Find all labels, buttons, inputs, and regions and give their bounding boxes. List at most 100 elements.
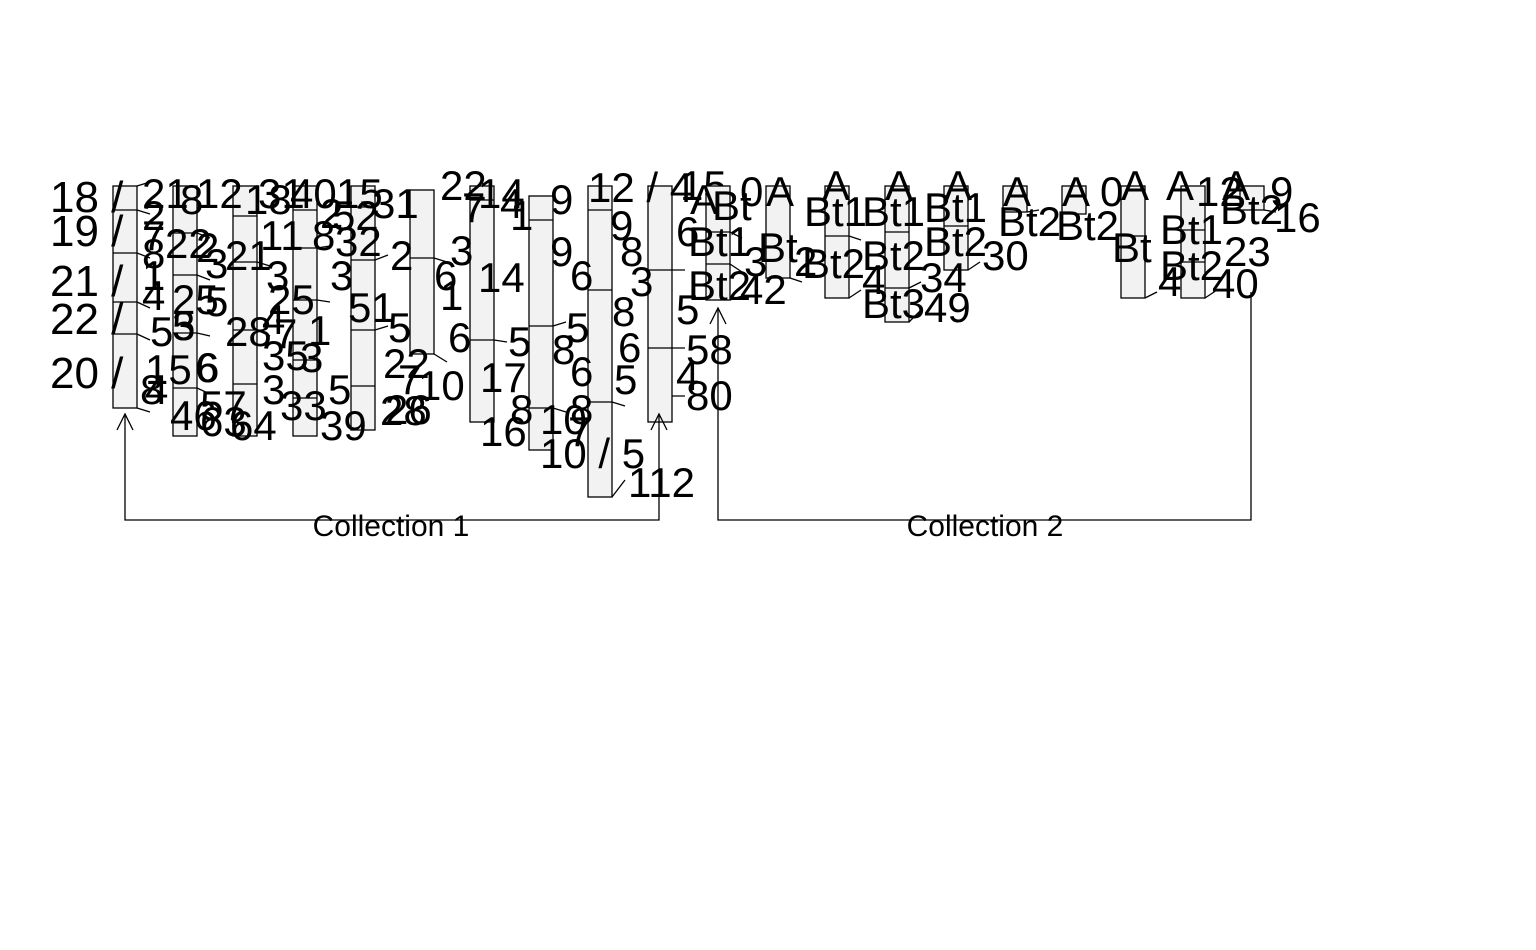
horizon-label: 21 <box>225 232 272 279</box>
profile-column <box>292 185 318 437</box>
horizon-label: 1 <box>440 272 463 319</box>
horizon-label: 39 <box>320 402 367 449</box>
horizon-label: 0 <box>740 168 763 215</box>
depth-label: 19 / <box>50 207 124 256</box>
horizon-label: 80 <box>686 372 733 419</box>
horizon-label: 10 / 5 <box>540 430 645 477</box>
horizon-label: 8 <box>140 366 163 413</box>
horizon-label: 33 <box>280 382 327 429</box>
bracket-line <box>124 414 660 521</box>
horizon-label: Bt1 <box>862 188 925 235</box>
profile-column <box>232 185 258 437</box>
horizon-label: Bt2 <box>998 198 1061 245</box>
horizon-label: 1 <box>142 252 165 299</box>
horizon-label: 7 <box>274 310 297 357</box>
horizon-label: Bt2 <box>924 218 987 265</box>
horizon-label: 15 <box>336 170 383 217</box>
profile-column <box>1002 185 1028 213</box>
horizon-label: 1 <box>510 192 533 239</box>
horizon-label: 63 <box>200 398 247 445</box>
horizon-label: 3 <box>266 252 289 299</box>
collection-2-bracket: Collection 2 <box>709 292 1252 543</box>
horizon-label: 1 <box>308 307 331 354</box>
horizon-label: 35 <box>262 332 309 379</box>
profile-column <box>705 185 731 301</box>
horizon-label: 51 <box>348 284 395 331</box>
horizon-label: 2 <box>196 224 219 271</box>
horizon-label: 5 <box>388 304 411 351</box>
depth-label: 18 / <box>50 173 124 222</box>
horizon-label: 2 <box>142 192 165 239</box>
horizon-label: 6 <box>676 208 699 255</box>
horizon-label: 40 <box>1212 260 1259 307</box>
horizon-label: A <box>1121 162 1149 209</box>
horizon-label: 46 <box>170 392 217 439</box>
horizon-label: A <box>822 162 850 209</box>
horizon-label: 6 <box>570 348 593 395</box>
horizon-label: 4 <box>1158 258 1181 305</box>
horizon-label: 2 <box>794 238 817 285</box>
horizon-label: 6 <box>448 314 471 361</box>
horizon-label: 6 <box>195 344 218 391</box>
horizon-label: 6 <box>570 252 593 299</box>
horizon-label: 7 <box>142 212 165 259</box>
leader-lines <box>729 209 1277 323</box>
horizon-label: 4 <box>500 180 523 227</box>
horizon-label: 2 <box>320 190 343 237</box>
profile-column <box>1239 185 1265 211</box>
profile-column <box>587 185 613 498</box>
profile-column <box>409 189 435 355</box>
horizon-label: 8 <box>620 228 643 275</box>
horizon-label: 3 <box>744 238 767 285</box>
horizon-label: 8 <box>142 230 165 277</box>
horizon-label: 7 <box>398 356 421 403</box>
horizon-label: 28 <box>380 387 427 434</box>
horizon-label: 40 <box>290 170 337 217</box>
horizon-label: 10 <box>418 362 465 409</box>
depth-label: 21 / <box>50 257 124 306</box>
horizon-label: 21 <box>142 170 189 217</box>
horizon-label: 23 <box>1224 228 1271 275</box>
arrow-up-icon <box>116 412 134 431</box>
horizon-label: 8 <box>570 386 593 433</box>
horizon-label: 2 <box>390 232 413 279</box>
collection-1-label: Collection 1 <box>313 510 470 543</box>
horizon-label: 34 <box>920 254 967 301</box>
horizon-label: 58 <box>686 326 733 373</box>
horizon-label: A <box>766 168 794 215</box>
horizon-label: 14 <box>478 170 525 217</box>
horizon-label: 5 <box>614 356 637 403</box>
horizon-label: 12 <box>1196 168 1243 215</box>
horizon-label: 28 <box>225 308 272 355</box>
horizon-label: A <box>885 162 913 209</box>
horizon-label: 8 <box>612 288 635 335</box>
profile-column <box>1061 185 1087 215</box>
horizon-label: 9 <box>550 176 573 223</box>
profile-column <box>647 185 673 423</box>
horizon-label: Bt2 <box>688 262 751 309</box>
horizon-label: Bt1 <box>1160 206 1223 253</box>
horizon-label: Bt <box>758 224 798 271</box>
arrow-up-icon <box>709 306 727 325</box>
depth-label: 22 / <box>50 295 124 344</box>
horizon-label: 8 <box>312 212 335 259</box>
horizon-label: 22 <box>383 340 430 387</box>
horizon-label: 5 <box>328 366 351 413</box>
horizon-label: 49 <box>924 284 971 331</box>
profile-column <box>943 185 969 271</box>
horizon-label: 11 <box>260 212 304 259</box>
horizon-label: 4 <box>142 272 165 319</box>
horizon-label: 3 <box>205 240 228 287</box>
horizon-label: 5 <box>566 304 589 351</box>
collection-2-label: Collection 2 <box>907 510 1064 543</box>
horizon-label: 4 <box>676 352 699 399</box>
leader-lines <box>316 245 448 363</box>
leader-lines <box>493 269 685 498</box>
horizon-label: 18 <box>245 176 292 223</box>
profile-column <box>1120 185 1146 299</box>
collection-2-labels: A Bt 0 Bt1 Bt2 42 3 A Bt 2 A Bt1 Bt2 4 A… <box>688 162 1321 331</box>
horizon-label: 64 <box>230 402 277 449</box>
horizon-label: Bt <box>712 182 752 229</box>
horizon-label: 31 <box>258 170 305 217</box>
horizon-label: 25 <box>268 276 315 323</box>
